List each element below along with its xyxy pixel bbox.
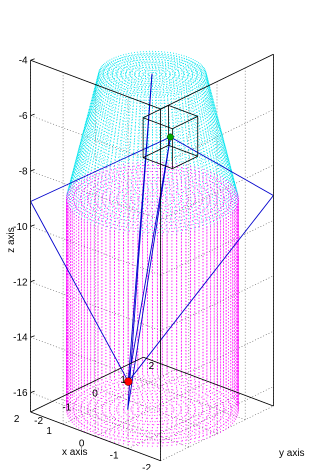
box-edge (168, 144, 198, 157)
x-tick-label: 0 (79, 438, 85, 449)
z-tick-mark (30, 169, 35, 172)
z-tick-mark (30, 335, 35, 338)
truncated-cone-surface (66, 50, 239, 237)
link-lines (30, 73, 274, 410)
truncated-cone-dots (66, 50, 239, 237)
box-edge (172, 155, 198, 169)
x-tick-label: 1 (46, 426, 52, 437)
box-edge (142, 117, 173, 130)
red-point (124, 377, 133, 386)
cylinder-dots (66, 161, 239, 447)
surfaces (66, 50, 239, 447)
x-axis-label: x axis (62, 447, 88, 458)
z-tick-mark (30, 113, 35, 116)
grid-line (30, 226, 161, 276)
y-tick-label: 1 (120, 375, 126, 386)
z-tick-mark (30, 224, 35, 227)
z-tick-label: -6 (19, 111, 28, 122)
green-point (167, 133, 174, 141)
top-edge (160, 53, 274, 110)
y-axis-line (30, 356, 144, 413)
link-line (127, 136, 171, 410)
y-tick-label: -2 (34, 416, 43, 427)
z-tick-label: -4 (19, 56, 28, 67)
grid-line (30, 115, 161, 165)
link-line (170, 136, 274, 196)
grid-line (115, 370, 246, 420)
axis-labels: z axis x axis y axis (6, 227, 305, 459)
box-edge (142, 157, 173, 169)
x-axis-line (30, 411, 161, 462)
grid-line (30, 281, 161, 331)
y-tick-label: 0 (92, 389, 98, 400)
y-tick-label: 2 (149, 361, 155, 372)
top-edge (30, 59, 161, 110)
z-tick-label: -10 (13, 222, 28, 233)
y-axis-label: y axis (279, 448, 305, 459)
grid-line (30, 392, 161, 442)
y-tick-label: -1 (62, 402, 71, 413)
x-tick-label: -2 (142, 463, 151, 470)
points (124, 133, 174, 386)
box-edge (168, 105, 198, 117)
z-tick-label: -8 (19, 167, 28, 178)
link-line (127, 73, 153, 410)
z-tick-mark (30, 390, 35, 393)
x-tick-label: 2 (14, 414, 20, 425)
floor-edge (143, 356, 274, 407)
link-line (127, 195, 274, 382)
z-tick-label: -16 (13, 388, 28, 399)
box-edge (142, 144, 169, 158)
z-axis-label: z axis (6, 227, 17, 253)
x-tick-label: -1 (110, 451, 119, 462)
z-tick-label: -12 (13, 277, 28, 288)
z-tick-mark (30, 279, 35, 283)
link-line (127, 136, 171, 382)
link-line (30, 201, 129, 382)
link-line (30, 136, 171, 202)
z-tick-label: -14 (13, 333, 28, 344)
grid-line (58, 398, 189, 448)
box-edge (172, 116, 198, 130)
axes-frame (30, 53, 274, 462)
grid-line (30, 336, 161, 387)
bounding-box (142, 105, 199, 169)
cylinder-surface (66, 161, 239, 447)
z-tick-mark (30, 58, 35, 61)
